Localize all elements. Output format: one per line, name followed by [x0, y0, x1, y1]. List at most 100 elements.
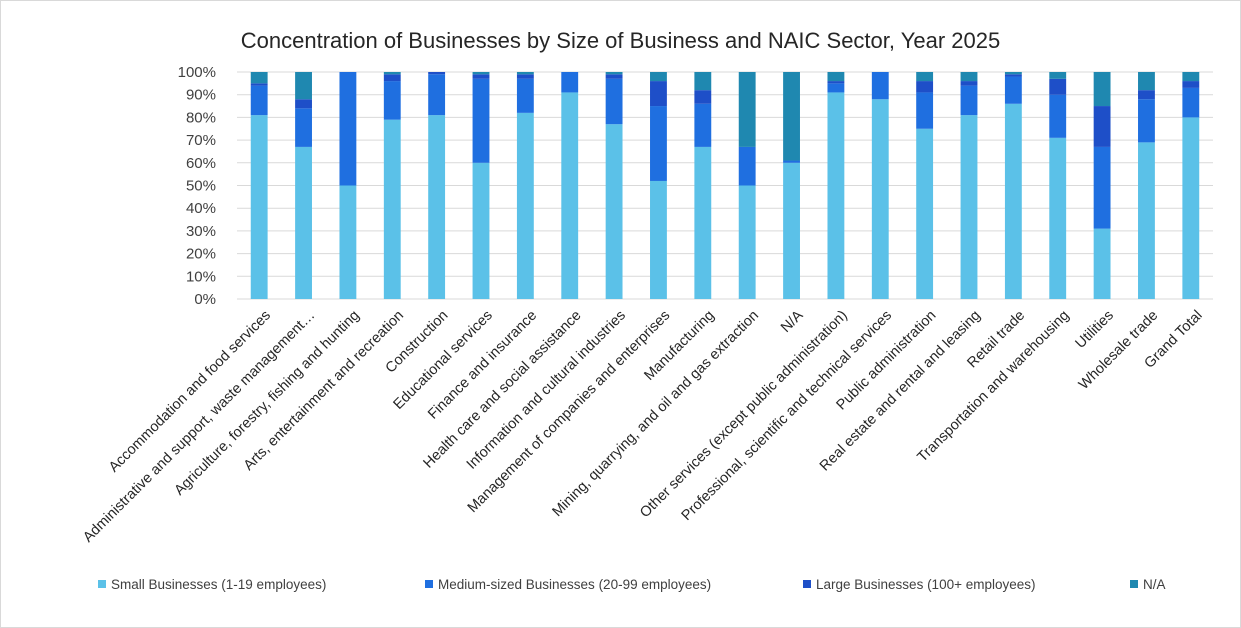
y-tick-label: 10%	[186, 268, 216, 285]
bar-segment	[650, 180, 667, 299]
bar-segment	[1004, 74, 1022, 77]
bar-segment	[1182, 87, 1200, 118]
y-tick-label: 30%	[186, 223, 216, 240]
bar-segment	[694, 72, 712, 91]
bar-segment	[916, 128, 934, 299]
bar-segment	[1182, 72, 1200, 82]
bar-segment	[827, 92, 845, 300]
bar-segment	[1004, 76, 1022, 104]
bar-segment	[1138, 99, 1155, 143]
x-category-label: Wholesale trade	[1076, 308, 1161, 393]
bar-segment	[472, 74, 490, 79]
bar-segment	[472, 162, 490, 299]
bar-segment	[960, 81, 978, 86]
bar-segment	[694, 146, 712, 299]
bar-segment	[516, 74, 534, 79]
legend-swatch	[803, 580, 811, 588]
bar-segment	[783, 160, 800, 163]
x-category-label: Information and cultural industries	[464, 308, 629, 473]
bar-segment	[383, 119, 401, 299]
bar-segment	[650, 81, 667, 107]
bar-segment	[738, 185, 756, 299]
y-tick-label: 90%	[186, 87, 216, 104]
legend: Small Businesses (1-19 employees) Medium-…	[98, 577, 1166, 592]
legend-label: Medium-sized Businesses (20-99 employees…	[438, 577, 711, 592]
legend-label: Small Businesses (1-19 employees)	[111, 577, 326, 592]
y-tick-label: 70%	[186, 132, 216, 149]
gridlines	[237, 71, 1213, 300]
bar-segment	[428, 115, 446, 299]
bar-segment	[1004, 72, 1022, 75]
bar-segment	[1049, 78, 1067, 95]
bar-segment	[472, 78, 490, 163]
bar-segment	[1049, 94, 1067, 138]
bars	[250, 72, 1200, 300]
x-category-label: Professional, scientific and technical s…	[679, 308, 895, 524]
bar-segment	[516, 112, 534, 299]
bar-segment	[339, 185, 357, 299]
bar-segment	[250, 72, 268, 84]
bar-segment	[516, 72, 534, 75]
bar-segment	[1093, 72, 1111, 107]
bar-segment	[250, 85, 268, 116]
y-tick-label: 80%	[186, 109, 216, 126]
bar-segment	[650, 106, 667, 181]
bar-segment	[605, 124, 623, 300]
y-tick-label: 0%	[194, 291, 216, 308]
bar-segment	[339, 72, 357, 186]
x-category-label: Other services (except public administra…	[637, 308, 851, 522]
y-tick-label: 50%	[186, 178, 216, 195]
bar-segment	[650, 72, 667, 82]
bar-segment	[827, 72, 845, 82]
bar-segment	[783, 72, 800, 161]
bar-segment	[1182, 81, 1200, 88]
x-category-label: Real estate and rental and leasing	[817, 308, 984, 475]
bar-segment	[694, 90, 712, 104]
y-tick-label: 100%	[178, 64, 216, 81]
x-category-label: Utilities	[1073, 308, 1117, 352]
bar-segment	[1093, 228, 1111, 299]
bar-segment	[916, 72, 934, 82]
bar-segment	[960, 72, 978, 82]
x-category-label: Agriculture, forestry, fishing and hunti…	[172, 308, 363, 499]
bar-segment	[428, 74, 446, 116]
y-axis-tick-labels: 0% 10% 20% 30% 40% 50% 60% 70% 80% 90% 100%	[178, 64, 216, 308]
bar-segment	[605, 72, 623, 75]
y-tick-label: 40%	[186, 200, 216, 217]
bar-segment	[827, 81, 845, 84]
bar-segment	[960, 85, 978, 116]
bar-segment	[295, 108, 312, 147]
bar-segment	[250, 115, 268, 299]
legend-label: Large Businesses (100+ employees)	[816, 577, 1036, 592]
x-category-label: Management of companies and enterprises	[465, 308, 674, 517]
bar-segment	[1138, 142, 1155, 299]
x-category-label: Mining, quarrying, and oil and gas extra…	[550, 308, 763, 521]
bar-segment	[472, 72, 490, 75]
x-category-label: N/A	[778, 307, 807, 336]
bar-segment	[1093, 146, 1111, 229]
bar-segment	[694, 103, 712, 147]
bar-segment	[295, 72, 312, 100]
bar-segment	[738, 72, 756, 147]
bar-segment	[1093, 106, 1111, 147]
bar-segment	[1004, 103, 1022, 299]
bar-segment	[1182, 117, 1200, 300]
bar-segment	[783, 162, 800, 299]
chart-title: Concentration of Businesses by Size of B…	[240, 28, 1001, 53]
y-tick-label: 60%	[186, 155, 216, 172]
bar-segment	[295, 146, 312, 299]
bar-segment	[605, 78, 623, 125]
legend-swatch	[98, 580, 106, 588]
x-category-label: Health care and social assistance	[420, 308, 584, 472]
bar-segment	[960, 115, 978, 299]
x-category-label: Arts, entertainment and recreation	[241, 308, 407, 474]
bar-segment	[561, 92, 579, 300]
bar-segment	[1049, 137, 1067, 299]
bar-segment	[871, 72, 889, 100]
bar-segment	[383, 74, 401, 82]
bar-segment	[383, 72, 401, 75]
bar-segment	[1138, 72, 1155, 91]
bar-segment	[295, 99, 312, 109]
bar-segment	[383, 81, 401, 120]
legend-swatch	[1130, 580, 1138, 588]
